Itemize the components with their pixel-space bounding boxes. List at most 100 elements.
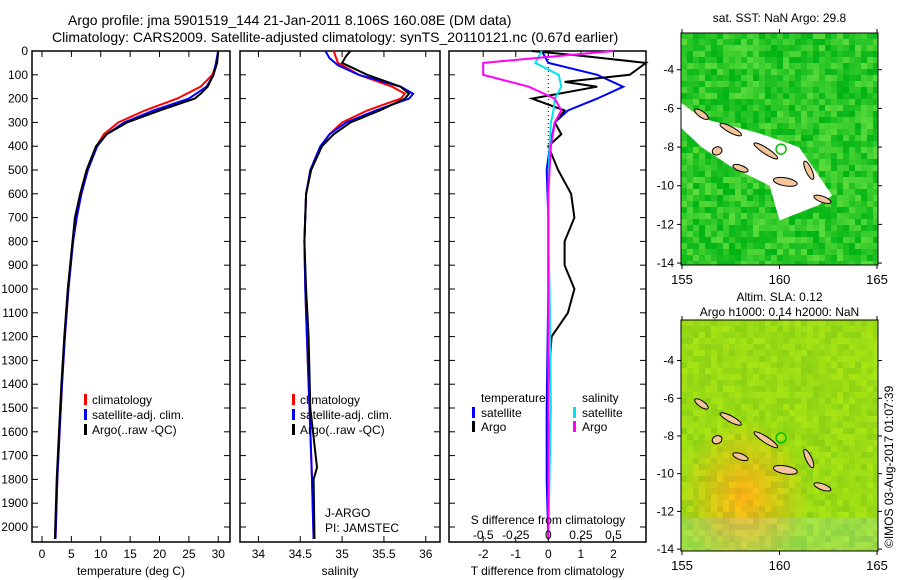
map-cell [753, 243, 759, 249]
map-cell [837, 51, 843, 57]
map-cell [831, 93, 837, 99]
map-cell [819, 428, 825, 434]
map-cell [705, 494, 711, 500]
map-cell [759, 261, 765, 265]
map-cell [813, 404, 819, 410]
x2-tick-label: 0.25 [569, 528, 593, 542]
map-cell [825, 464, 831, 470]
map-cell [747, 63, 753, 69]
map-cell [723, 177, 729, 183]
map-cell [843, 219, 849, 225]
map-cell [837, 374, 843, 380]
map-cell [723, 434, 729, 440]
map-cell [747, 51, 753, 57]
map-cell [819, 87, 825, 93]
map-cell [807, 356, 813, 362]
map-cell [735, 255, 741, 261]
map-cell [777, 386, 783, 392]
map-cell [699, 452, 705, 458]
map-cell [801, 99, 807, 105]
map-cell [729, 195, 735, 201]
map-cell [705, 153, 711, 159]
map-cell [747, 99, 753, 105]
map-cell [741, 362, 747, 368]
map-cell [699, 57, 705, 63]
map-cell [843, 512, 849, 518]
map-cell [843, 518, 849, 524]
map-cell [681, 129, 687, 135]
map-cell [777, 105, 783, 111]
map-cell [867, 392, 873, 398]
y-tick-label: 1500 [1, 401, 28, 415]
map-cell [831, 177, 837, 183]
map-cell [687, 159, 693, 165]
map-cell [693, 356, 699, 362]
map-cell [867, 189, 873, 195]
map-cell [741, 482, 747, 488]
map-cell [843, 446, 849, 452]
map-cell [783, 93, 789, 99]
map-cell [807, 380, 813, 386]
map-cell [789, 434, 795, 440]
map-cell [741, 404, 747, 410]
map-cell [825, 512, 831, 518]
legend-label: satellite-adj. clim. [92, 408, 184, 422]
map-cell [801, 464, 807, 470]
map-cell [687, 506, 693, 512]
map-cell [843, 183, 849, 189]
map-cell [681, 147, 687, 153]
map-cell [681, 416, 687, 422]
map-cell [771, 494, 777, 500]
map-cell [795, 434, 801, 440]
map-cell [873, 428, 878, 434]
map-cell [741, 189, 747, 195]
map-cell [747, 255, 753, 261]
map-cell [735, 249, 741, 255]
map-cell [765, 243, 771, 249]
map-cell [765, 69, 771, 75]
map-cell [705, 548, 711, 551]
plot-frame [31, 50, 231, 543]
map-cell [843, 51, 849, 57]
map-cell [687, 350, 693, 356]
map-cell [783, 368, 789, 374]
map-cell [699, 464, 705, 470]
map-cell [723, 476, 729, 482]
map-cell [687, 542, 693, 548]
map-cell [801, 380, 807, 386]
map-cell [843, 482, 849, 488]
map-cell [735, 225, 741, 231]
map-cell [759, 398, 765, 404]
map-cell [795, 135, 801, 141]
map-cell [717, 398, 723, 404]
map-cell [753, 105, 759, 111]
map-cell [681, 39, 687, 45]
map-cell [813, 75, 819, 81]
map-cell [855, 189, 861, 195]
map-cell [771, 404, 777, 410]
map-cell [849, 386, 855, 392]
map-cell [717, 33, 723, 39]
map-cell [807, 392, 813, 398]
map-cell [807, 33, 813, 39]
map-cell [819, 548, 825, 551]
map-cell [777, 45, 783, 51]
map-cell [831, 512, 837, 518]
map-cell [735, 410, 741, 416]
map-cell [825, 530, 831, 536]
map-cell [741, 99, 747, 105]
map-cell [837, 446, 843, 452]
map-cell [705, 219, 711, 225]
map-cell [861, 512, 867, 518]
map-cell [819, 237, 825, 243]
map-cell [717, 261, 723, 265]
map-cell [777, 410, 783, 416]
map-cell [729, 183, 735, 189]
map-cell [807, 428, 813, 434]
map-cell [711, 332, 717, 338]
map-cell [759, 39, 765, 45]
map-cell [681, 362, 687, 368]
x-tick-label: 30 [212, 547, 226, 561]
map-cell [687, 410, 693, 416]
map-cell [759, 81, 765, 87]
